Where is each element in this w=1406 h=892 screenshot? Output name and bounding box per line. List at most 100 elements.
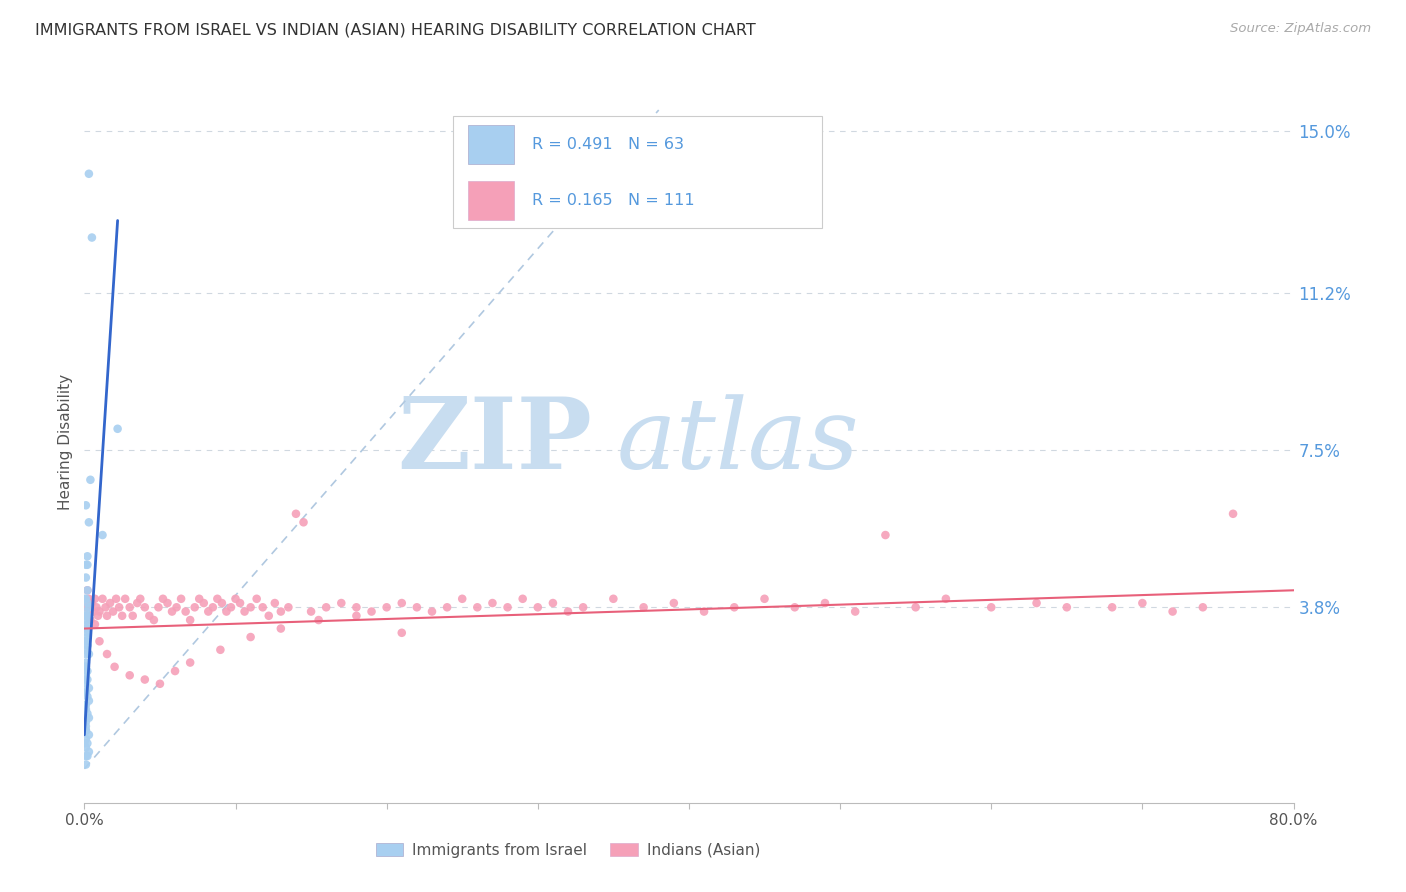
Point <box>935 591 957 606</box>
Point <box>75 660 97 674</box>
Point <box>75 668 97 682</box>
Point <box>77 711 100 725</box>
Point <box>308 613 330 627</box>
Point <box>496 600 519 615</box>
Point <box>270 605 292 619</box>
Point <box>467 600 489 615</box>
Point <box>104 660 127 674</box>
Point <box>207 591 229 606</box>
Point <box>633 600 655 615</box>
Point <box>82 605 104 619</box>
Point <box>239 600 262 615</box>
Point <box>75 591 97 606</box>
Point <box>76 583 98 598</box>
Point <box>904 600 927 615</box>
Point <box>91 591 114 606</box>
Point <box>77 694 100 708</box>
Point <box>754 591 776 606</box>
Point <box>75 685 97 699</box>
Point <box>1222 507 1244 521</box>
Point <box>209 642 232 657</box>
Point <box>436 600 458 615</box>
Point <box>75 740 97 755</box>
Point <box>1056 600 1078 615</box>
Point <box>152 591 174 606</box>
Point <box>257 608 280 623</box>
Point <box>183 600 205 615</box>
Point <box>77 167 100 181</box>
Point <box>75 723 97 738</box>
Point <box>219 600 242 615</box>
Point <box>179 656 201 670</box>
Point <box>165 664 187 678</box>
Point <box>75 685 97 699</box>
Point <box>107 422 129 436</box>
Point <box>201 600 224 615</box>
Point <box>814 596 837 610</box>
Point <box>527 600 550 615</box>
Point <box>481 596 503 610</box>
Point <box>197 605 219 619</box>
Point <box>315 600 337 615</box>
Point <box>75 656 97 670</box>
Point <box>94 600 117 615</box>
Point <box>75 622 97 636</box>
Point <box>277 600 299 615</box>
Point <box>76 596 98 610</box>
Point <box>75 613 97 627</box>
Point <box>75 711 97 725</box>
Point <box>225 591 247 606</box>
Point <box>76 549 98 564</box>
Point <box>73 660 96 674</box>
Point <box>75 698 97 712</box>
Point <box>75 702 97 716</box>
Point <box>73 698 96 712</box>
Point <box>75 605 97 619</box>
Point <box>239 630 262 644</box>
Point <box>391 625 413 640</box>
Point <box>73 736 96 750</box>
Point <box>160 605 183 619</box>
Point <box>662 596 685 610</box>
FancyBboxPatch shape <box>468 125 513 164</box>
Point <box>179 613 201 627</box>
Point <box>77 745 100 759</box>
Point <box>87 608 110 623</box>
Point <box>406 600 429 615</box>
Point <box>98 596 121 610</box>
Point <box>451 591 474 606</box>
Point <box>1130 596 1153 610</box>
Point <box>215 605 238 619</box>
Point <box>77 591 100 606</box>
Point <box>1101 600 1123 615</box>
Point <box>75 634 97 648</box>
Point <box>166 600 188 615</box>
Point <box>252 600 274 615</box>
Point <box>89 605 111 619</box>
Point <box>75 673 97 687</box>
Point <box>91 528 114 542</box>
Point <box>285 507 308 521</box>
Point <box>346 608 368 623</box>
Point <box>77 600 100 615</box>
Text: IMMIGRANTS FROM ISRAEL VS INDIAN (ASIAN) HEARING DISABILITY CORRELATION CHART: IMMIGRANTS FROM ISRAEL VS INDIAN (ASIAN)… <box>35 22 756 37</box>
Point <box>844 605 866 619</box>
Point <box>76 583 98 598</box>
Point <box>108 600 131 615</box>
Point <box>233 605 256 619</box>
Point <box>101 605 124 619</box>
Point <box>75 719 97 733</box>
Point <box>129 591 152 606</box>
Point <box>73 591 96 606</box>
Text: ZIP: ZIP <box>398 393 592 490</box>
Point <box>76 664 98 678</box>
Point <box>174 605 197 619</box>
Point <box>84 617 107 632</box>
Point <box>75 723 97 738</box>
Point <box>79 600 101 615</box>
Point <box>77 728 100 742</box>
Point <box>76 736 98 750</box>
FancyBboxPatch shape <box>453 116 823 228</box>
Point <box>75 558 97 572</box>
Point <box>693 605 716 619</box>
